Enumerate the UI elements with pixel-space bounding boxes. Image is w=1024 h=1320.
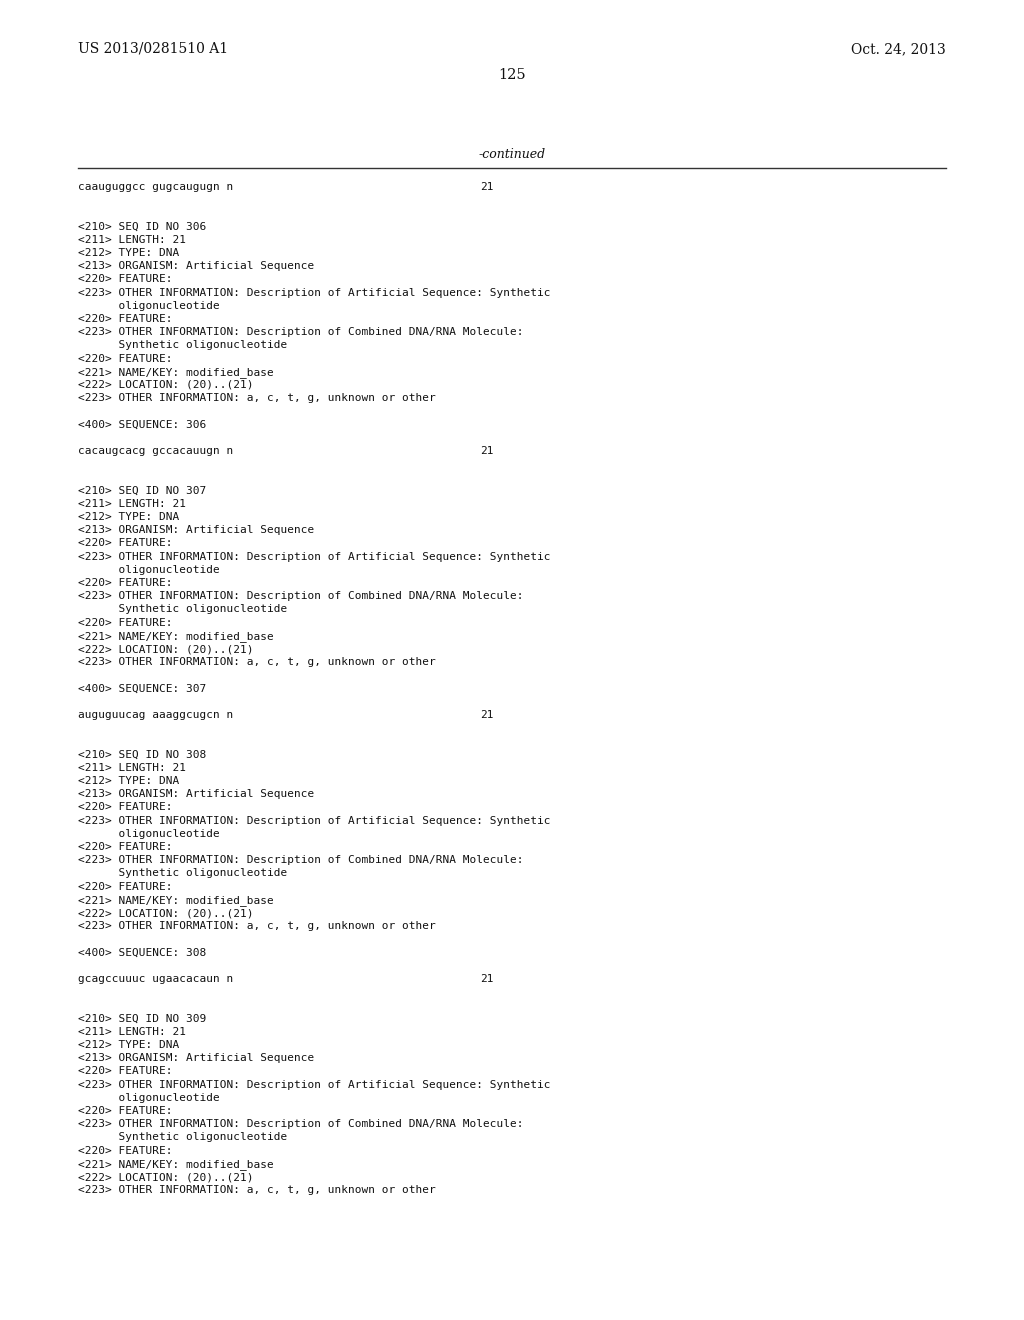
Text: <222> LOCATION: (20)..(21): <222> LOCATION: (20)..(21) <box>78 908 254 917</box>
Text: <223> OTHER INFORMATION: Description of Artificial Sequence: Synthetic: <223> OTHER INFORMATION: Description of … <box>78 288 551 297</box>
Text: <220> FEATURE:: <220> FEATURE: <box>78 354 172 363</box>
Text: <210> SEQ ID NO 308: <210> SEQ ID NO 308 <box>78 750 206 759</box>
Text: -continued: -continued <box>478 148 546 161</box>
Text: <212> TYPE: DNA: <212> TYPE: DNA <box>78 248 179 257</box>
Text: <223> OTHER INFORMATION: a, c, t, g, unknown or other: <223> OTHER INFORMATION: a, c, t, g, unk… <box>78 393 436 403</box>
Text: <221> NAME/KEY: modified_base: <221> NAME/KEY: modified_base <box>78 631 273 642</box>
Text: 21: 21 <box>480 446 494 455</box>
Text: <220> FEATURE:: <220> FEATURE: <box>78 803 172 812</box>
Text: Synthetic oligonucleotide: Synthetic oligonucleotide <box>78 869 288 878</box>
Text: <210> SEQ ID NO 309: <210> SEQ ID NO 309 <box>78 1014 206 1023</box>
Text: <400> SEQUENCE: 307: <400> SEQUENCE: 307 <box>78 684 206 693</box>
Text: <210> SEQ ID NO 306: <210> SEQ ID NO 306 <box>78 222 206 231</box>
Text: <211> LENGTH: 21: <211> LENGTH: 21 <box>78 763 186 772</box>
Text: <213> ORGANISM: Artificial Sequence: <213> ORGANISM: Artificial Sequence <box>78 261 314 271</box>
Text: 21: 21 <box>480 974 494 983</box>
Text: <220> FEATURE:: <220> FEATURE: <box>78 1067 172 1076</box>
Text: gcagccuuuc ugaacacaun n: gcagccuuuc ugaacacaun n <box>78 974 233 983</box>
Text: <220> FEATURE:: <220> FEATURE: <box>78 578 172 587</box>
Text: <222> LOCATION: (20)..(21): <222> LOCATION: (20)..(21) <box>78 380 254 389</box>
Text: <223> OTHER INFORMATION: Description of Combined DNA/RNA Molecule:: <223> OTHER INFORMATION: Description of … <box>78 855 523 865</box>
Text: <223> OTHER INFORMATION: Description of Artificial Sequence: Synthetic: <223> OTHER INFORMATION: Description of … <box>78 1080 551 1089</box>
Text: <212> TYPE: DNA: <212> TYPE: DNA <box>78 1040 179 1049</box>
Text: <220> FEATURE:: <220> FEATURE: <box>78 1146 172 1155</box>
Text: <211> LENGTH: 21: <211> LENGTH: 21 <box>78 235 186 244</box>
Text: 21: 21 <box>480 182 494 191</box>
Text: <222> LOCATION: (20)..(21): <222> LOCATION: (20)..(21) <box>78 1172 254 1181</box>
Text: Synthetic oligonucleotide: Synthetic oligonucleotide <box>78 1133 288 1142</box>
Text: Synthetic oligonucleotide: Synthetic oligonucleotide <box>78 605 288 614</box>
Text: US 2013/0281510 A1: US 2013/0281510 A1 <box>78 42 228 55</box>
Text: <223> OTHER INFORMATION: Description of Combined DNA/RNA Molecule:: <223> OTHER INFORMATION: Description of … <box>78 327 523 337</box>
Text: <220> FEATURE:: <220> FEATURE: <box>78 539 172 548</box>
Text: <223> OTHER INFORMATION: a, c, t, g, unknown or other: <223> OTHER INFORMATION: a, c, t, g, unk… <box>78 657 436 667</box>
Text: oligonucleotide: oligonucleotide <box>78 829 220 838</box>
Text: <213> ORGANISM: Artificial Sequence: <213> ORGANISM: Artificial Sequence <box>78 1053 314 1063</box>
Text: <212> TYPE: DNA: <212> TYPE: DNA <box>78 776 179 785</box>
Text: caauguggcc gugcaugugn n: caauguggcc gugcaugugn n <box>78 182 233 191</box>
Text: <223> OTHER INFORMATION: Description of Artificial Sequence: Synthetic: <223> OTHER INFORMATION: Description of … <box>78 816 551 825</box>
Text: <211> LENGTH: 21: <211> LENGTH: 21 <box>78 1027 186 1036</box>
Text: <223> OTHER INFORMATION: Description of Artificial Sequence: Synthetic: <223> OTHER INFORMATION: Description of … <box>78 552 551 561</box>
Text: <221> NAME/KEY: modified_base: <221> NAME/KEY: modified_base <box>78 1159 273 1170</box>
Text: <400> SEQUENCE: 306: <400> SEQUENCE: 306 <box>78 420 206 429</box>
Text: <222> LOCATION: (20)..(21): <222> LOCATION: (20)..(21) <box>78 644 254 653</box>
Text: <223> OTHER INFORMATION: Description of Combined DNA/RNA Molecule:: <223> OTHER INFORMATION: Description of … <box>78 1119 523 1129</box>
Text: <213> ORGANISM: Artificial Sequence: <213> ORGANISM: Artificial Sequence <box>78 525 314 535</box>
Text: <220> FEATURE:: <220> FEATURE: <box>78 618 172 627</box>
Text: oligonucleotide: oligonucleotide <box>78 1093 220 1102</box>
Text: <223> OTHER INFORMATION: a, c, t, g, unknown or other: <223> OTHER INFORMATION: a, c, t, g, unk… <box>78 1185 436 1195</box>
Text: <400> SEQUENCE: 308: <400> SEQUENCE: 308 <box>78 948 206 957</box>
Text: <220> FEATURE:: <220> FEATURE: <box>78 842 172 851</box>
Text: <211> LENGTH: 21: <211> LENGTH: 21 <box>78 499 186 508</box>
Text: <210> SEQ ID NO 307: <210> SEQ ID NO 307 <box>78 486 206 495</box>
Text: auguguucag aaaggcugcn n: auguguucag aaaggcugcn n <box>78 710 233 719</box>
Text: cacaugcacg gccacauugn n: cacaugcacg gccacauugn n <box>78 446 233 455</box>
Text: <220> FEATURE:: <220> FEATURE: <box>78 1106 172 1115</box>
Text: <213> ORGANISM: Artificial Sequence: <213> ORGANISM: Artificial Sequence <box>78 789 314 799</box>
Text: <223> OTHER INFORMATION: a, c, t, g, unknown or other: <223> OTHER INFORMATION: a, c, t, g, unk… <box>78 921 436 931</box>
Text: <221> NAME/KEY: modified_base: <221> NAME/KEY: modified_base <box>78 367 273 378</box>
Text: <212> TYPE: DNA: <212> TYPE: DNA <box>78 512 179 521</box>
Text: Synthetic oligonucleotide: Synthetic oligonucleotide <box>78 341 288 350</box>
Text: <221> NAME/KEY: modified_base: <221> NAME/KEY: modified_base <box>78 895 273 906</box>
Text: <220> FEATURE:: <220> FEATURE: <box>78 275 172 284</box>
Text: Oct. 24, 2013: Oct. 24, 2013 <box>851 42 946 55</box>
Text: <223> OTHER INFORMATION: Description of Combined DNA/RNA Molecule:: <223> OTHER INFORMATION: Description of … <box>78 591 523 601</box>
Text: 125: 125 <box>499 69 525 82</box>
Text: 21: 21 <box>480 710 494 719</box>
Text: <220> FEATURE:: <220> FEATURE: <box>78 314 172 323</box>
Text: oligonucleotide: oligonucleotide <box>78 565 220 574</box>
Text: <220> FEATURE:: <220> FEATURE: <box>78 882 172 891</box>
Text: oligonucleotide: oligonucleotide <box>78 301 220 310</box>
